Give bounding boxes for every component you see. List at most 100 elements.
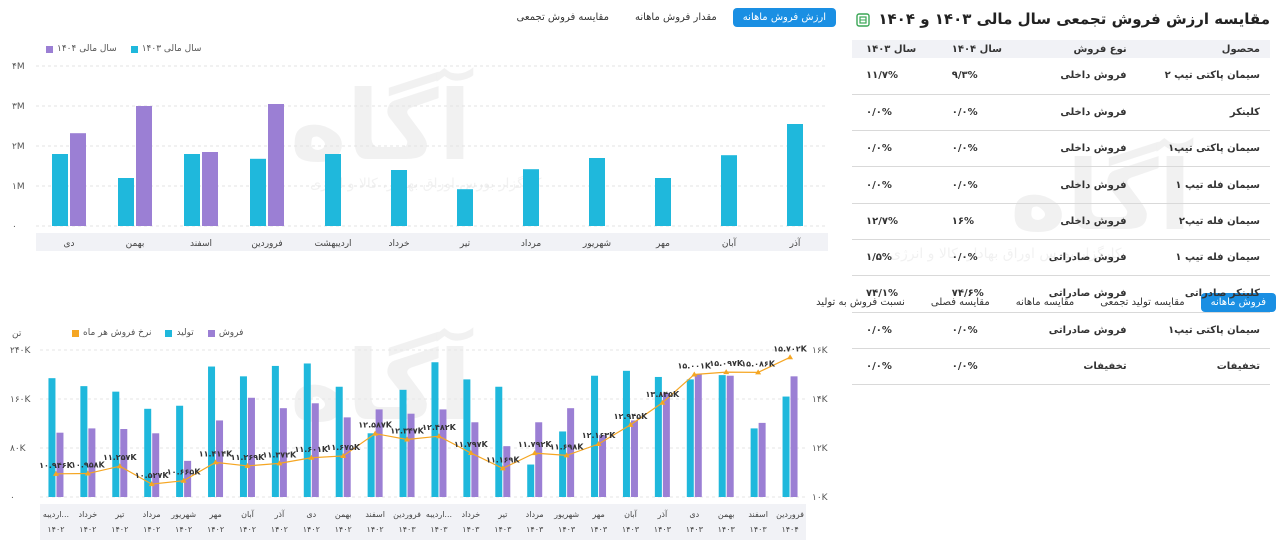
x-tick-label: بهمن <box>335 510 352 519</box>
x-tick-label: آبان <box>624 509 638 519</box>
x-tick-label: دی <box>689 510 699 519</box>
legend-swatch-sales <box>207 329 215 337</box>
sales-rate-point <box>595 441 602 447</box>
bar-production <box>559 431 567 497</box>
bar-production <box>622 370 630 497</box>
tab-monthly-sales-quantity[interactable]: مقدار فروش ماهانه <box>634 12 717 23</box>
header-product[interactable]: محصول <box>1136 40 1270 58</box>
x-year-label: ۱۴۰۲ <box>79 525 96 534</box>
x-axis-band <box>40 504 806 540</box>
x-tick-label: اسفند <box>190 239 212 249</box>
table-row[interactable]: کلینکر فروش داخلی ۰/۰% ۰/۰% <box>852 94 1270 132</box>
x-tick-label: بهمن <box>126 239 145 249</box>
excel-export-icon[interactable] <box>856 13 870 27</box>
cell-product: سیمان فله تیپ۲ <box>1136 203 1270 240</box>
legend-item-sales[interactable]: فروش <box>207 328 243 338</box>
x-year-label: ۱۴۰۴ <box>781 525 798 534</box>
sales-rate-label: ۱۱.۱۶۹K <box>486 455 520 464</box>
bar-1403 <box>118 178 134 226</box>
table-row[interactable]: سیمان فله تیپ ۱ فروش صادراتی ۰/۰% ۱/۵% <box>852 239 1270 277</box>
bar-production <box>367 433 375 497</box>
table-row[interactable]: تخفیفات تخفیفات ۰/۰% ۰/۰% <box>852 348 1270 386</box>
x-year-label: ۱۴۰۲ <box>367 525 384 534</box>
sales-rate-label: ۱۱.۳۷۲K <box>263 450 297 459</box>
bar-sales <box>247 397 255 497</box>
legend-item-production[interactable]: تولید <box>165 328 194 338</box>
x-year-label: ۱۴۰۲ <box>175 525 192 534</box>
x-year-label: ۱۴۰۲ <box>303 525 320 534</box>
x-tick-label: تیر <box>497 510 507 519</box>
x-tick-label: خرداد <box>388 239 409 249</box>
bar-production <box>48 378 56 497</box>
cell-year-1404: ۰/۰% <box>937 166 1024 204</box>
x-tick-label: فروردین <box>776 510 804 519</box>
header-year-1404[interactable]: سال ۱۴۰۴ <box>937 40 1024 58</box>
x-year-label: ۱۴۰۳ <box>686 525 704 534</box>
sales-rate-point <box>563 452 570 458</box>
x-tick-label: آبان <box>722 237 737 249</box>
bar-sales <box>535 422 543 497</box>
sales-rate-point <box>340 452 347 458</box>
header-sale-type[interactable]: نوع فروش <box>1023 40 1137 58</box>
table-row[interactable]: سیمان پاکتی تیپ ۲ فروش داخلی ۹/۳% ۱۱/۷% <box>852 58 1270 95</box>
legend-item-sales-rate[interactable]: نرخ فروش هر ماه <box>72 328 151 338</box>
cell-year-1404: ۱۶% <box>937 203 1024 240</box>
cell-year-1403: ۰/۰% <box>852 94 938 132</box>
tab-cumulative-sales-comparison[interactable]: مقایسه فروش تجمعی <box>516 12 609 23</box>
cell-product: کلینکر صادراتی <box>1136 275 1270 313</box>
y-right-tick-label: ۱۶K <box>812 346 829 356</box>
x-year-label: ۱۴۰۲ <box>271 525 288 534</box>
x-tick-label: خرداد <box>462 510 481 519</box>
legend-item-1404[interactable]: سال مالی ۱۴۰۴ <box>46 44 117 54</box>
table-row[interactable]: سیمان فله تیپ ۱ فروش داخلی ۰/۰% ۰/۰% <box>852 166 1270 204</box>
bar-sales <box>758 422 766 497</box>
sales-rate-point <box>308 454 315 460</box>
sales-rate-label: ۱۱.۷۹۲K <box>518 440 552 449</box>
cell-year-1403: ۰/۰% <box>852 130 938 168</box>
y-tick-label: ۱M <box>12 182 25 192</box>
table-row[interactable]: کلینکر صادراتی فروش صادراتی ۷۴/۶% ۷۴/۱% <box>852 275 1270 313</box>
bar-production <box>112 391 120 497</box>
x-tick-label: مهر <box>655 239 670 249</box>
legend-item-1403[interactable]: سال مالی ۱۴۰۳ <box>130 44 201 54</box>
sales-rate-point <box>691 371 698 377</box>
table-row[interactable]: سیمان فله تیپ۲ فروش داخلی ۱۶% ۱۲/۷% <box>852 203 1270 240</box>
y-right-tick-label: ۱۰K <box>812 493 829 503</box>
sales-rate-label: ۱۱.۴۱۴K <box>199 449 233 458</box>
sales-rate-label: ۱۲.۱۶۳K <box>582 431 616 440</box>
x-year-label: ۱۴۰۳ <box>750 525 768 534</box>
cell-year-1404: ۰/۰% <box>937 312 1024 349</box>
bar-1403 <box>52 154 68 226</box>
sales-rate-point <box>499 465 506 471</box>
sales-rate-point <box>659 399 666 405</box>
bar-sales <box>120 429 128 497</box>
cell-year-1403: ۱/۵% <box>852 239 938 277</box>
sales-rate-point <box>627 421 634 427</box>
x-year-label: ۱۴۰۲ <box>111 525 128 534</box>
cell-product: سیمان پاکتی تیپ۱ <box>1136 312 1270 349</box>
y-tick-label: ۳M <box>12 102 25 112</box>
bar-sales <box>88 428 96 497</box>
bar-production <box>527 464 535 497</box>
bar-1404 <box>136 106 152 226</box>
x-tick-label: دی <box>63 239 74 249</box>
cell-sale-type: فروش داخلی <box>1023 166 1137 204</box>
bar-1403 <box>325 154 341 226</box>
table-row[interactable]: سیمان پاکتی تیپ۱ فروش داخلی ۰/۰% ۰/۰% <box>852 130 1270 168</box>
y-left-tick-label: ۰ <box>10 493 15 503</box>
bar-production <box>463 379 471 497</box>
bar-sales <box>599 435 607 497</box>
bar-1403 <box>391 170 407 226</box>
tab-monthly-sales-value[interactable]: ارزش فروش ماهانه <box>732 8 836 27</box>
sales-rate-label: ۱۵.۰۰۱K <box>677 361 711 370</box>
header-year-1403[interactable]: سال ۱۴۰۳ <box>852 40 938 58</box>
x-tick-label: اردیبه... <box>43 510 69 519</box>
bar-sales <box>630 420 638 497</box>
y-left-tick-label: ۸۰K <box>10 444 27 454</box>
sales-rate-point <box>435 433 442 439</box>
cell-year-1403: ۰/۰% <box>852 312 938 349</box>
sales-rate-label: ۱۰.۹۴۶K <box>39 461 73 470</box>
table-row[interactable]: سیمان پاکتی تیپ۱ فروش صادراتی ۰/۰% ۰/۰% <box>852 312 1270 349</box>
sales-rate-point <box>531 450 538 456</box>
cell-product: تخفیفات <box>1136 348 1270 386</box>
